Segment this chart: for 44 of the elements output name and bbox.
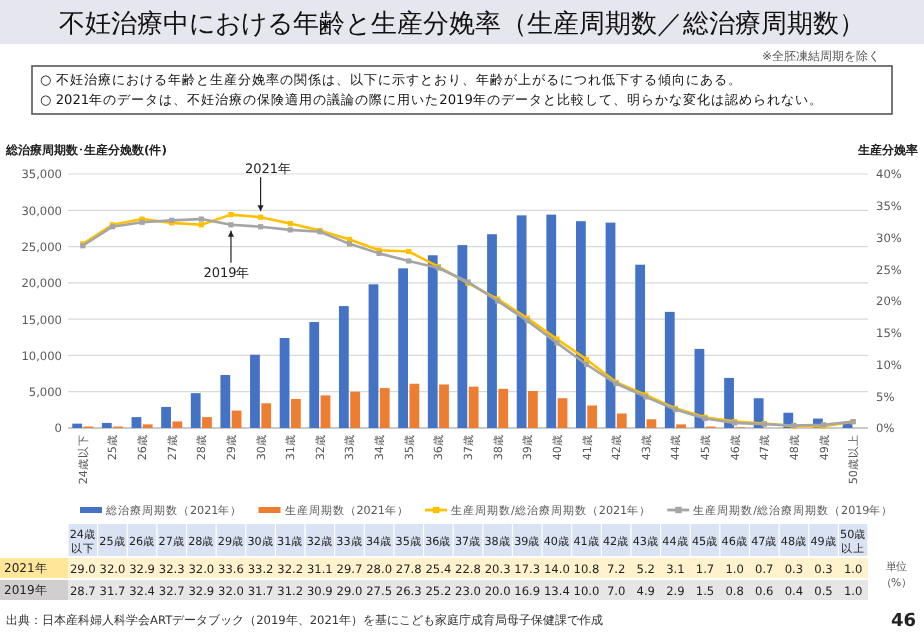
chart-title: 不妊治療中における年齢と生産分娩率（生産周期数／総治療周期数）	[59, 8, 865, 40]
bar	[468, 386, 479, 428]
bar	[646, 419, 657, 428]
bar	[309, 322, 320, 428]
bar	[131, 417, 142, 428]
bar	[528, 390, 538, 428]
bar	[409, 383, 420, 428]
text: 46	[890, 612, 916, 632]
bar	[338, 306, 349, 428]
point	[198, 222, 204, 228]
bar	[546, 214, 557, 428]
bar	[161, 406, 171, 428]
point	[287, 220, 293, 227]
bar	[320, 395, 331, 428]
bar	[379, 388, 390, 428]
bar	[557, 398, 568, 428]
bar	[172, 421, 183, 428]
bar	[250, 354, 260, 428]
bar	[101, 422, 112, 428]
bar	[487, 234, 497, 428]
bar	[664, 311, 675, 428]
bar	[587, 405, 598, 428]
bar	[190, 393, 201, 428]
bar	[220, 375, 231, 428]
bar	[368, 284, 379, 428]
bar	[724, 377, 734, 428]
bar	[290, 398, 301, 428]
point	[583, 361, 590, 368]
bar	[261, 403, 272, 428]
bar	[498, 388, 509, 428]
point	[406, 248, 412, 255]
bar	[427, 255, 438, 428]
point	[346, 241, 353, 247]
bar	[350, 391, 360, 428]
bar	[202, 417, 212, 428]
bar	[398, 268, 408, 428]
bar	[439, 384, 449, 428]
bar	[616, 413, 627, 428]
bar	[576, 221, 586, 428]
bar	[279, 338, 290, 428]
bar	[457, 245, 468, 428]
bar	[231, 410, 242, 428]
bar	[635, 264, 646, 428]
bar	[516, 215, 527, 428]
